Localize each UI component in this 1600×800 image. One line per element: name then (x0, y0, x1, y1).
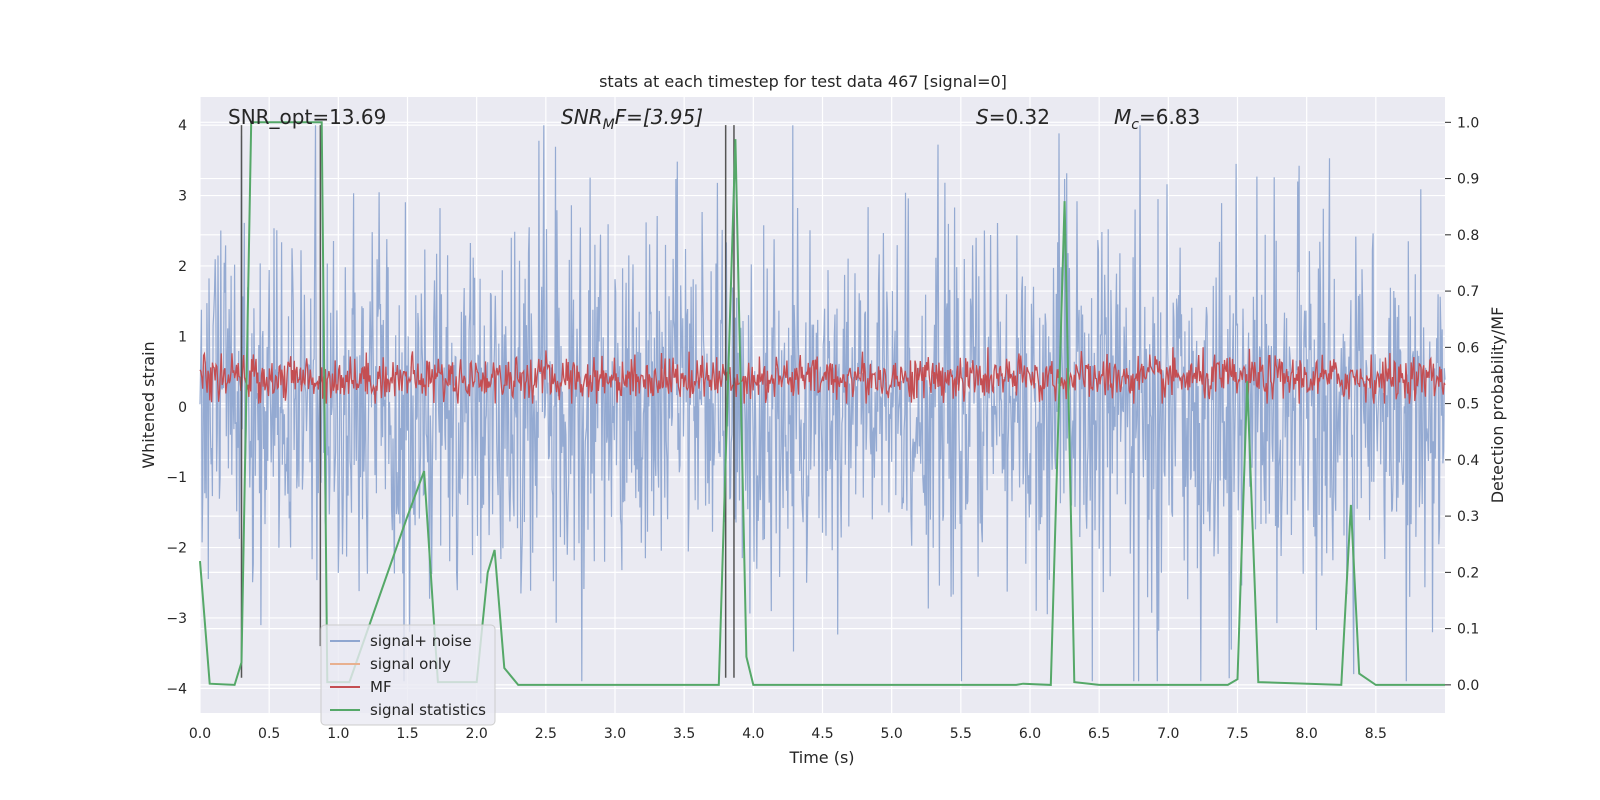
y-right-tick-label-7: 0.3 (1457, 509, 1479, 525)
y-right-tick-labels: 1.0 0.9 0.8 0.7 0.6 0.5 0.4 0.3 0.2 0.1 0.0 (1445, 115, 1479, 694)
y-right-tick-label-10: 0.0 (1457, 678, 1479, 694)
annotation-snr-mf-main: SNR (561, 105, 603, 129)
y-right-tick-label-0: 1.0 (1457, 115, 1479, 131)
y-left-tick-labels: 4 3 2 1 0 −1 −2 −3 −4 (166, 118, 187, 697)
annotation-snr-mf: SNRMF=[3.95] (561, 105, 703, 133)
legend-box (320, 624, 496, 726)
x-tick-label-6: 3.0 (604, 726, 626, 742)
annotation-snr-mf-rest: F=[3.95] (615, 105, 703, 129)
annotation-mc-rest: =6.83 (1139, 105, 1200, 129)
series-mf (199, 347, 1446, 404)
y-right-tick-label-8: 0.2 (1457, 565, 1479, 581)
y-right-tick-label-1: 0.9 (1457, 172, 1479, 188)
legend-label-mf: MF (370, 678, 392, 696)
y-left-tick-label-7: −3 (166, 611, 187, 627)
x-tick-label-16: 8.0 (1296, 726, 1318, 742)
y-left-tick-label-2: 2 (178, 259, 187, 275)
annotation-s-main: S (976, 105, 989, 129)
y-left-tick-label-8: −4 (166, 681, 187, 697)
x-tick-labels: 0.0 0.5 1.0 1.5 2.0 2.5 3.0 3.5 4.0 4.5 5.0 5.5 6.0 6… (189, 726, 1387, 742)
y-right-tick-label-3: 0.7 (1457, 284, 1479, 300)
legend: signal+ noise signal only MF signal stat… (320, 624, 496, 726)
y-right-tick-label-9: 0.1 (1457, 622, 1479, 638)
x-tick-label-5: 2.5 (535, 726, 557, 742)
x-tick-label-13: 6.5 (1088, 726, 1110, 742)
x-tick-label-2: 1.0 (327, 726, 349, 742)
legend-label-signal-only: signal only (370, 655, 451, 673)
y-right-tick-label-6: 0.4 (1457, 453, 1479, 469)
x-tick-label-9: 4.5 (811, 726, 833, 742)
y-right-tick-label-4: 0.6 (1457, 340, 1479, 356)
y-left-tick-label-0: 4 (178, 118, 187, 134)
y-left-tick-label-5: −1 (166, 470, 187, 486)
x-tick-label-12: 6.0 (1019, 726, 1041, 742)
x-tick-label-15: 7.5 (1226, 726, 1248, 742)
series-signal-noise (199, 125, 1446, 682)
y-right-tick-label-5: 0.5 (1457, 397, 1479, 413)
chart-title: stats at each timestep for test data 467… (599, 72, 1007, 91)
signal-statistics-line (199, 121, 1445, 686)
x-tick-label-8: 4.0 (742, 726, 764, 742)
vertical-markers (240, 125, 735, 678)
annotation-mc: Mc=6.83 (1114, 105, 1200, 133)
x-axis-label: Time (s) (788, 748, 854, 767)
annotation-s-rest: =0.32 (989, 105, 1050, 129)
legend-label-signal-noise: signal+ noise (370, 632, 472, 650)
mf-line (199, 347, 1446, 404)
y-right-tick-label-2: 0.8 (1457, 228, 1479, 244)
x-tick-label-11: 5.5 (950, 726, 972, 742)
x-tick-label-0: 0.0 (189, 726, 211, 742)
annotation-snr-mf-sub: M (603, 117, 615, 133)
y-left-tick-label-3: 1 (178, 329, 187, 345)
legend-label-signal-statistics: signal statistics (370, 701, 486, 719)
x-tick-label-17: 8.5 (1365, 726, 1387, 742)
y-left-tick-label-4: 0 (178, 400, 187, 416)
y-left-tick-label-6: −2 (166, 541, 187, 557)
x-tick-label-3: 1.5 (396, 726, 418, 742)
annotation-mc-sub: c (1131, 117, 1139, 133)
x-tick-label-10: 5.0 (881, 726, 903, 742)
y-left-axis-label: Whitened strain (139, 341, 158, 468)
x-tick-label-14: 7.0 (1157, 726, 1179, 742)
annotation-s: S=0.32 (976, 105, 1050, 129)
series-signal-statistics (199, 121, 1445, 686)
x-tick-label-1: 0.5 (258, 726, 280, 742)
signal-noise-line (199, 125, 1446, 682)
x-tick-label-4: 2.0 (466, 726, 488, 742)
annotation-mc-main: M (1114, 105, 1131, 129)
annotation-snr-opt: SNR_opt=13.69 (228, 105, 386, 129)
y-right-axis-label: Detection probability/MF (1488, 307, 1507, 504)
x-tick-label-7: 3.5 (673, 726, 695, 742)
y-left-tick-label-1: 3 (178, 189, 187, 205)
